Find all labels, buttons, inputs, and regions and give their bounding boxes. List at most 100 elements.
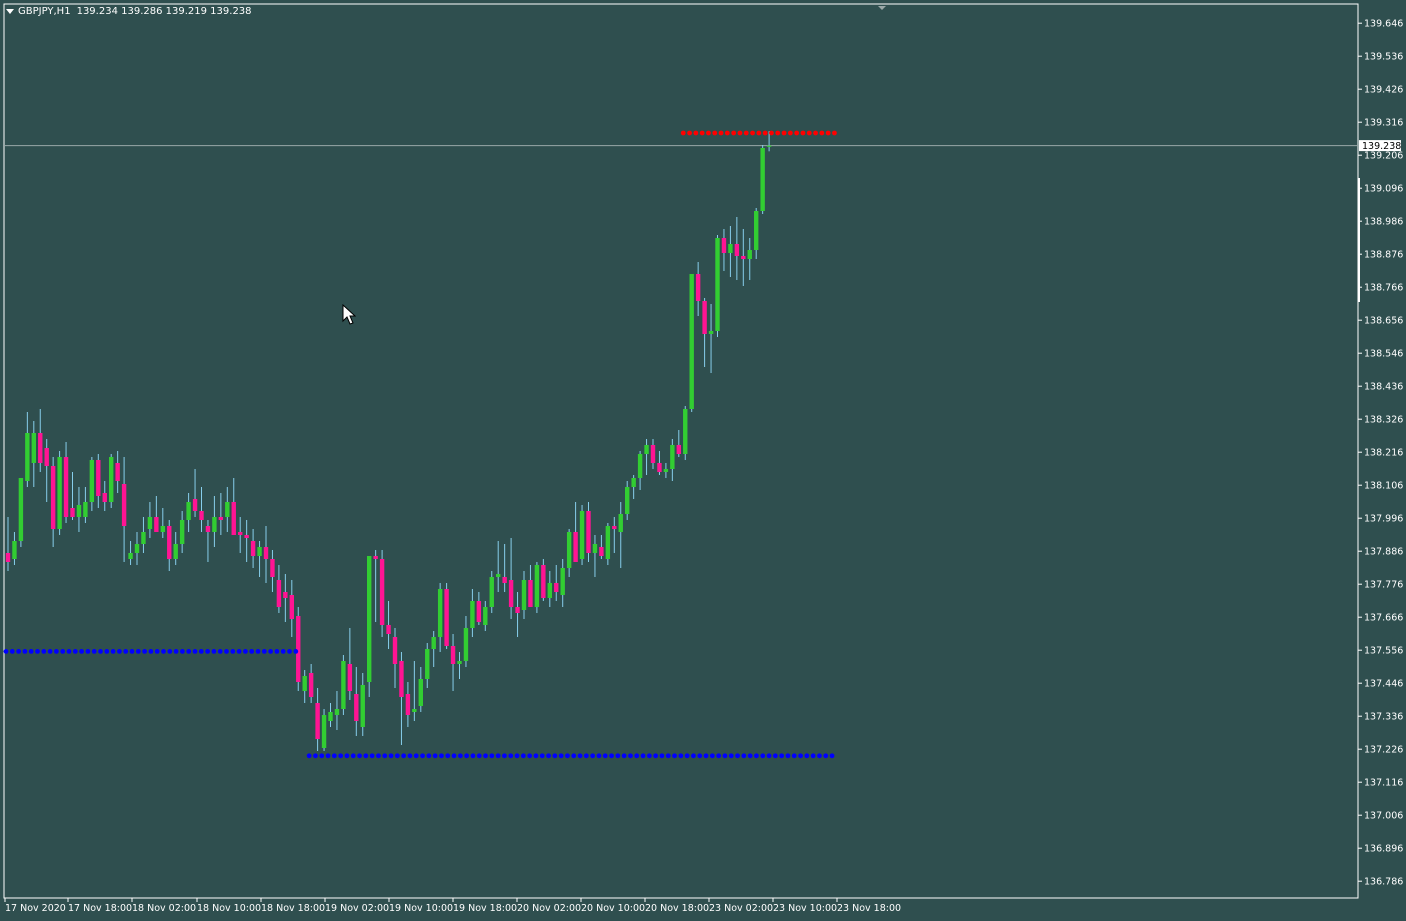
resistance-dot <box>762 130 768 136</box>
bear-candle <box>528 580 533 607</box>
bear-candle <box>102 493 107 502</box>
bull-candle <box>637 454 643 478</box>
x-tick-label: 18 Nov 02:00 <box>132 903 196 914</box>
support-dot <box>54 649 59 654</box>
resistance-dot <box>832 130 837 136</box>
support-dot <box>520 753 526 759</box>
support-dot <box>483 753 488 759</box>
bull-candle <box>31 433 36 463</box>
bull-candle <box>18 478 24 541</box>
support-dot <box>766 753 772 759</box>
support-dot <box>590 753 596 759</box>
support-dot <box>439 753 444 759</box>
bear-candle <box>399 661 404 697</box>
support-dot <box>810 753 816 759</box>
bull-candle <box>644 445 649 454</box>
support-dot <box>533 753 539 759</box>
bull-candle <box>76 505 82 517</box>
support-dot <box>779 753 785 759</box>
bull-candle <box>437 589 443 637</box>
support-dot <box>142 649 148 654</box>
resistance-dot <box>781 130 787 136</box>
support-dot <box>823 753 829 759</box>
y-tick-label: 137.226 <box>1364 745 1403 756</box>
support-dot <box>684 753 690 759</box>
y-tick-label: 138.656 <box>1364 316 1403 327</box>
bull-candle <box>689 274 694 409</box>
y-tick-label: 137.886 <box>1364 547 1403 558</box>
bull-candle <box>489 577 494 607</box>
y-tick-label: 138.876 <box>1364 250 1403 261</box>
chart-shift-marker-icon[interactable] <box>878 6 886 10</box>
bull-candle <box>212 517 217 532</box>
support-dot <box>363 753 369 759</box>
bear-candle <box>276 580 282 607</box>
y-tick-label: 137.116 <box>1364 778 1403 789</box>
support-dot <box>678 753 684 759</box>
bull-candle <box>341 661 346 709</box>
support-dot <box>28 649 34 654</box>
bull-candle <box>134 544 140 553</box>
bull-candle <box>463 628 469 661</box>
y-tick-label: 138.546 <box>1364 349 1403 360</box>
resistance-dot <box>756 130 762 136</box>
support-dot <box>571 753 577 759</box>
x-tick-label: 19 Nov 02:00 <box>325 903 389 914</box>
bull-candle <box>605 526 611 559</box>
bear-candle <box>231 502 236 535</box>
triangle-down-icon[interactable] <box>6 9 14 14</box>
bull-candle <box>715 238 720 331</box>
mouse-cursor-icon <box>342 304 356 325</box>
bear-candle <box>599 547 604 556</box>
support-dot <box>583 753 589 759</box>
support-dot <box>722 753 728 759</box>
y-tick-label: 137.556 <box>1364 646 1403 657</box>
support-dot <box>798 753 803 759</box>
bear-candle <box>50 466 56 529</box>
resistance-dot-level <box>680 130 837 136</box>
y-tick-label: 137.336 <box>1364 712 1403 723</box>
bear-candle <box>296 616 301 682</box>
y-tick-label: 136.786 <box>1364 877 1403 888</box>
support-dot <box>489 753 495 759</box>
y-tick-label: 138.216 <box>1364 448 1403 459</box>
resistance-dot <box>794 130 800 136</box>
bear-candle <box>721 238 727 253</box>
support-dot <box>280 649 286 654</box>
bull-candle <box>683 409 688 454</box>
x-tick-label: 17 Nov 18:00 <box>68 903 132 914</box>
support-dot <box>66 649 72 654</box>
current-price-label: 139.238 <box>1362 141 1401 152</box>
bear-candle <box>373 556 378 559</box>
resistance-dot <box>706 130 711 136</box>
bear-candle <box>392 637 398 664</box>
x-tick-label: 17 Nov 2020 <box>5 903 66 914</box>
x-tick-label: 20 Nov 10:00 <box>581 903 645 914</box>
y-tick-label: 137.776 <box>1364 580 1403 591</box>
support-dot <box>602 753 608 759</box>
resistance-dot <box>737 130 743 136</box>
support-dot <box>224 649 229 654</box>
bull-candle <box>483 607 488 625</box>
support-dot <box>344 753 350 759</box>
bull-candle <box>25 433 30 481</box>
bear-candle <box>244 535 249 538</box>
bear-candle <box>270 559 275 577</box>
support-dot <box>772 753 778 759</box>
bear-candle <box>476 601 482 622</box>
support-dot <box>741 753 747 759</box>
support-dot <box>464 753 470 759</box>
support-dot <box>249 649 255 654</box>
x-tick-label: 20 Nov 02:00 <box>517 903 581 914</box>
support-dot <box>268 649 273 654</box>
support-dot <box>659 753 665 759</box>
bull-candle <box>470 601 475 628</box>
bull-candle <box>360 685 365 727</box>
support-dot <box>186 649 192 654</box>
bear-candle <box>741 256 746 259</box>
support-dot <box>628 753 633 759</box>
bear-candle <box>734 244 740 256</box>
y-tick-label: 137.996 <box>1364 514 1403 525</box>
